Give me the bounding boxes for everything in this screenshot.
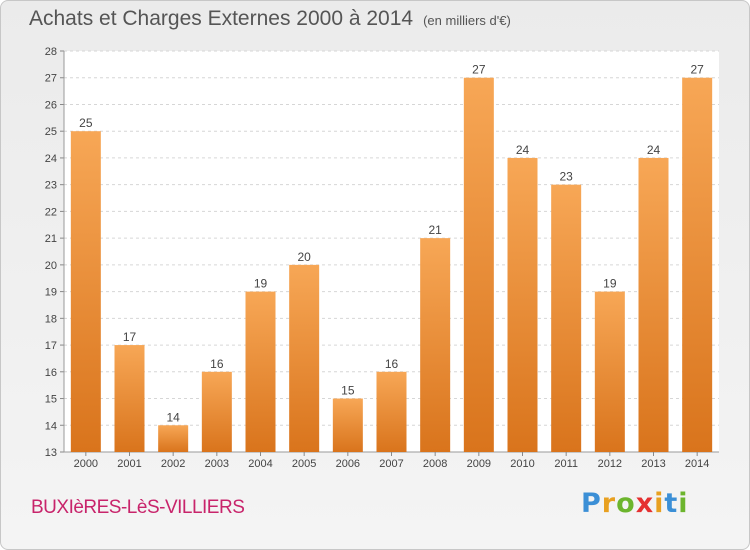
y-tick-label: 27 (45, 73, 57, 85)
x-tick-label: 2009 (467, 458, 491, 470)
y-tick-label: 21 (45, 233, 57, 245)
logo-letter: o (616, 488, 636, 519)
y-tick-label: 26 (45, 99, 57, 111)
data-label: 15 (341, 384, 355, 398)
data-label: 23 (559, 170, 573, 184)
bar (376, 371, 407, 452)
data-label: 27 (472, 63, 486, 77)
x-tick-label: 2003 (205, 458, 229, 470)
y-tick-label: 25 (45, 126, 57, 138)
y-tick-label: 17 (45, 340, 57, 352)
data-label: 16 (210, 357, 224, 371)
bar (70, 131, 101, 452)
y-tick-label: 23 (45, 180, 57, 192)
commune-name: BUXIèRES-LèS-VILLIERS (31, 497, 245, 518)
bar (638, 157, 669, 452)
x-tick-label: 2001 (117, 458, 141, 470)
y-tick-label: 19 (45, 287, 57, 299)
x-tick-label: 2005 (292, 458, 316, 470)
proxiti-logo: Proxiti (581, 488, 689, 519)
data-label: 25 (79, 116, 93, 130)
data-label: 21 (428, 223, 442, 237)
bar (463, 77, 494, 452)
logo-letter: r (601, 488, 617, 519)
bar (158, 425, 189, 452)
x-tick-label: 2011 (554, 458, 578, 470)
y-tick-label: 20 (45, 260, 57, 272)
bar (551, 184, 582, 452)
x-tick-label: 2004 (248, 458, 272, 470)
y-tick-label: 13 (45, 447, 57, 459)
chart-title: Achats et Charges Externes 2000 à 2014 (29, 7, 414, 30)
bar (420, 238, 451, 452)
x-tick-label: 2010 (510, 458, 534, 470)
y-tick-label: 14 (45, 420, 57, 432)
x-tick-label: 2006 (336, 458, 360, 470)
bar (289, 264, 320, 452)
data-label: 27 (690, 63, 704, 77)
bar (682, 77, 713, 452)
logo-letter: t (664, 488, 679, 519)
data-label: 14 (166, 410, 180, 424)
data-label: 20 (297, 250, 311, 264)
bar (594, 291, 625, 452)
y-tick-label: 24 (45, 153, 57, 165)
title-row: Achats et Charges Externes 2000 à 2014 (e… (29, 7, 511, 31)
data-label: 24 (647, 143, 661, 157)
bar (114, 345, 145, 452)
x-tick-label: 2002 (161, 458, 185, 470)
x-tick-label: 2007 (379, 458, 403, 470)
logo-letter: i (678, 488, 689, 519)
y-tick-label: 22 (45, 206, 57, 218)
logo-letter: P (581, 488, 602, 519)
x-tick-label: 2014 (685, 458, 709, 470)
x-tick-label: 2012 (598, 458, 622, 470)
x-tick-label: 2008 (423, 458, 447, 470)
bar (332, 398, 363, 452)
data-label: 19 (603, 277, 617, 291)
y-tick-label: 16 (45, 367, 57, 379)
x-tick-label: 2000 (74, 458, 98, 470)
x-tick-label: 2013 (641, 458, 665, 470)
bar (201, 371, 232, 452)
y-tick-label: 18 (45, 313, 57, 325)
logo-letter: i (654, 488, 665, 519)
data-label: 24 (516, 143, 530, 157)
y-tick-label: 28 (45, 46, 57, 58)
y-tick-label: 15 (45, 394, 57, 406)
data-label: 17 (123, 330, 137, 344)
data-label: 16 (385, 357, 399, 371)
chart-subtitle: (en milliers d'€) (423, 13, 511, 28)
logo-letter: x (635, 488, 655, 519)
bar (245, 291, 276, 452)
bar (507, 157, 538, 452)
data-label: 19 (254, 277, 268, 291)
